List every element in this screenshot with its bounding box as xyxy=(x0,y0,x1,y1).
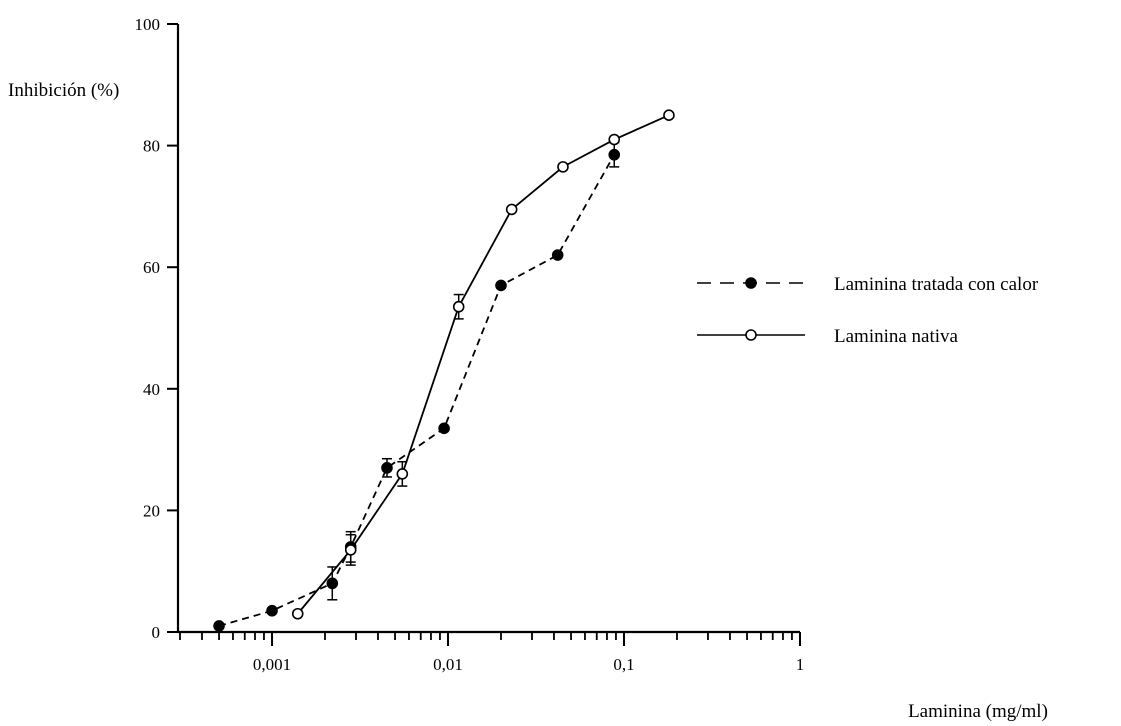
legend-entry-1: Laminina tratada con calor xyxy=(697,274,1039,295)
data-point xyxy=(291,607,304,620)
data-point xyxy=(557,161,569,173)
x-axis-label: Laminina (mg/ml) xyxy=(908,701,1048,722)
data-point xyxy=(381,462,393,474)
series-2 xyxy=(291,109,675,620)
y-tick-label: 0 xyxy=(152,623,161,642)
data-point xyxy=(505,203,518,216)
x-tick-label: 1 xyxy=(796,655,805,674)
data-point xyxy=(663,109,675,121)
data-point xyxy=(551,249,564,261)
data-point xyxy=(452,300,465,313)
data-point xyxy=(495,279,507,292)
y-tick-label: 40 xyxy=(143,380,160,399)
legend-entry-2: Laminina nativa xyxy=(697,326,959,347)
series-line xyxy=(218,154,616,627)
legend-marker xyxy=(745,329,757,341)
data-point xyxy=(326,577,339,590)
legend: Laminina tratada con calor Laminina nativ… xyxy=(697,274,1039,347)
axes xyxy=(176,24,800,634)
x-tick-label: 0,001 xyxy=(253,655,291,674)
series-line xyxy=(297,114,670,615)
legend-label: Laminina nativa xyxy=(834,326,959,347)
x-ticks: 0,001 0,01 0,1 1 xyxy=(179,632,805,674)
y-tick-label: 60 xyxy=(143,258,160,277)
x-tick-label: 0,1 xyxy=(613,655,634,674)
legend-label: Laminina tratada con calor xyxy=(834,274,1039,295)
data-point xyxy=(438,422,450,435)
data-point xyxy=(344,544,357,556)
data-point xyxy=(213,620,225,632)
data-point xyxy=(608,148,621,161)
y-tick-label: 20 xyxy=(143,501,160,520)
data-point xyxy=(396,468,409,480)
legend-marker xyxy=(745,277,757,289)
data-point xyxy=(608,133,621,146)
y-tick-label: 80 xyxy=(143,137,160,156)
data-point xyxy=(266,604,278,617)
series-1 xyxy=(213,141,621,632)
y-ticks: 0 20 40 60 80 100 xyxy=(135,15,178,642)
y-axis-label: Inhibición (%) xyxy=(8,80,119,101)
y-tick-label: 100 xyxy=(135,15,161,34)
series-layer xyxy=(213,109,675,632)
x-tick-label: 0,01 xyxy=(433,655,463,674)
